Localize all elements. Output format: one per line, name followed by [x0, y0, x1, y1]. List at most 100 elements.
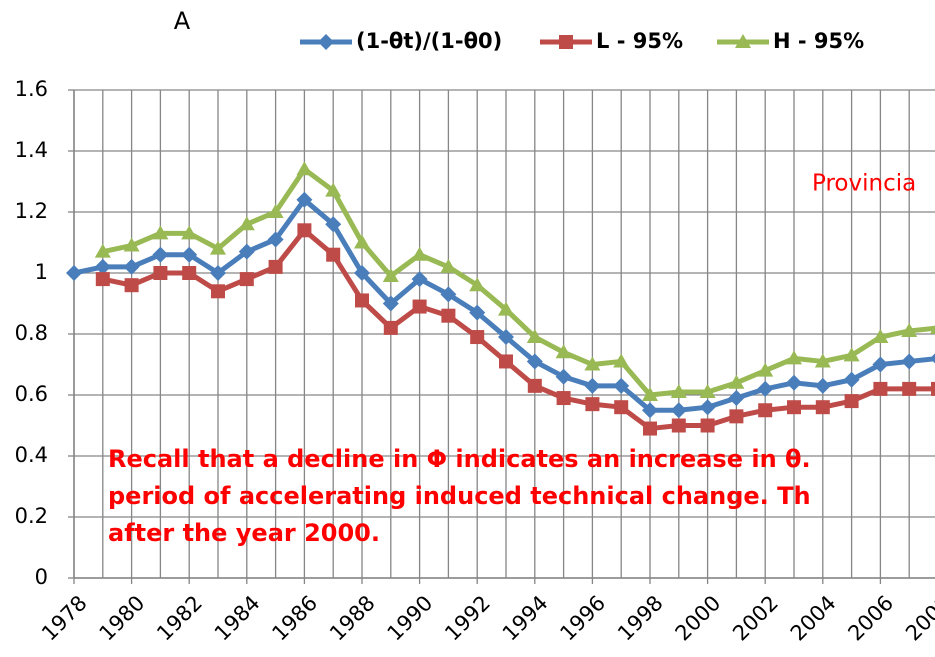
- marker: [930, 325, 935, 334]
- annotation: Provincia: [812, 171, 916, 197]
- y-tick-label: 1.4: [15, 138, 48, 162]
- marker: [470, 330, 485, 345]
- marker: [66, 265, 82, 281]
- marker: [642, 387, 658, 401]
- marker: [153, 266, 168, 280]
- marker: [786, 374, 802, 391]
- marker: [268, 259, 283, 274]
- marker: [843, 371, 860, 388]
- marker: [613, 377, 630, 394]
- marker: [326, 247, 341, 262]
- marker: [728, 374, 745, 389]
- marker: [94, 243, 111, 258]
- marker: [238, 243, 255, 260]
- marker: [354, 265, 370, 281]
- marker: [729, 409, 744, 424]
- marker: [382, 295, 399, 312]
- marker: [181, 246, 198, 263]
- marker: [873, 381, 888, 396]
- y-tick-label: 1.2: [15, 199, 48, 223]
- marker: [123, 237, 140, 252]
- marker: [814, 353, 831, 368]
- marker: [181, 225, 198, 240]
- marker: [930, 353, 935, 364]
- marker: [441, 308, 456, 323]
- marker: [95, 272, 110, 287]
- marker: [440, 286, 457, 303]
- marker: [555, 344, 572, 359]
- marker: [670, 402, 687, 419]
- marker: [383, 320, 398, 335]
- marker: [643, 421, 657, 436]
- marker: [614, 400, 629, 415]
- marker: [355, 293, 369, 308]
- marker: [499, 354, 513, 369]
- marker: [902, 381, 917, 396]
- marker: [182, 266, 197, 280]
- marker: [843, 347, 860, 362]
- marker: [786, 350, 802, 365]
- marker: [440, 258, 457, 273]
- marker: [585, 397, 600, 412]
- marker: [267, 204, 284, 218]
- marker: [411, 271, 428, 288]
- marker: [296, 161, 313, 176]
- annotation: Recall that a decline in Φ indicates an …: [108, 445, 811, 473]
- marker: [555, 368, 572, 385]
- marker: [844, 394, 859, 409]
- y-tick-label: 1: [35, 260, 48, 284]
- marker: [757, 362, 774, 377]
- y-tick-label: 0.2: [15, 504, 48, 528]
- annotation: after the year 2000.: [108, 519, 380, 547]
- marker: [152, 225, 169, 240]
- marker: [318, 34, 334, 50]
- y-tick-label: 0.8: [15, 321, 48, 345]
- annotation: period of accelerating induced technical…: [108, 482, 811, 510]
- marker: [526, 329, 543, 344]
- y-tick-label: 0.6: [15, 382, 48, 406]
- marker: [239, 272, 254, 287]
- marker: [152, 246, 169, 263]
- marker: [872, 356, 889, 373]
- marker: [931, 381, 935, 396]
- legend-label: (1-θt)/(1-θ0): [356, 29, 502, 53]
- marker: [469, 277, 486, 292]
- marker: [757, 380, 774, 397]
- marker: [699, 399, 716, 416]
- legend-label: H - 95%: [773, 29, 864, 53]
- marker: [469, 304, 486, 321]
- marker: [325, 182, 342, 197]
- marker: [584, 356, 601, 371]
- marker: [94, 258, 111, 275]
- marker: [498, 329, 514, 346]
- marker: [872, 329, 889, 344]
- marker: [267, 231, 284, 248]
- marker: [411, 246, 428, 261]
- marker: [735, 34, 751, 48]
- marker: [382, 268, 399, 283]
- marker: [210, 265, 226, 281]
- marker: [211, 284, 225, 299]
- marker: [124, 278, 139, 293]
- marker: [671, 418, 686, 433]
- marker: [296, 191, 313, 208]
- marker: [325, 216, 342, 233]
- marker: [526, 353, 543, 370]
- marker: [559, 35, 573, 49]
- marker: [238, 216, 255, 231]
- marker: [642, 402, 658, 419]
- marker: [210, 240, 226, 255]
- marker: [815, 400, 830, 415]
- marker: [901, 353, 918, 370]
- panel-label: A: [174, 7, 191, 35]
- marker: [814, 377, 831, 394]
- marker: [584, 377, 601, 394]
- marker: [787, 400, 801, 415]
- marker: [758, 403, 773, 418]
- marker: [699, 383, 716, 398]
- y-tick-label: 0: [35, 565, 48, 589]
- y-tick-label: 0.4: [15, 443, 48, 467]
- marker: [700, 418, 715, 433]
- y-tick-label: 1.6: [15, 77, 48, 101]
